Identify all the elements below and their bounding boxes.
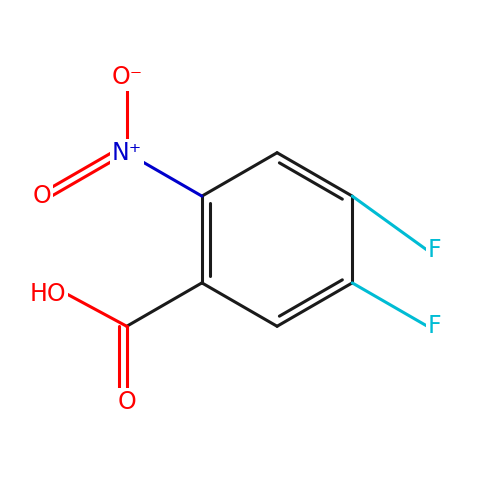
Text: O: O <box>33 184 52 208</box>
Text: O⁻: O⁻ <box>111 65 142 89</box>
Text: O: O <box>117 390 136 414</box>
Text: HO: HO <box>30 282 66 306</box>
Text: F: F <box>427 239 441 262</box>
Text: F: F <box>427 314 441 338</box>
Text: N⁺: N⁺ <box>112 141 142 165</box>
